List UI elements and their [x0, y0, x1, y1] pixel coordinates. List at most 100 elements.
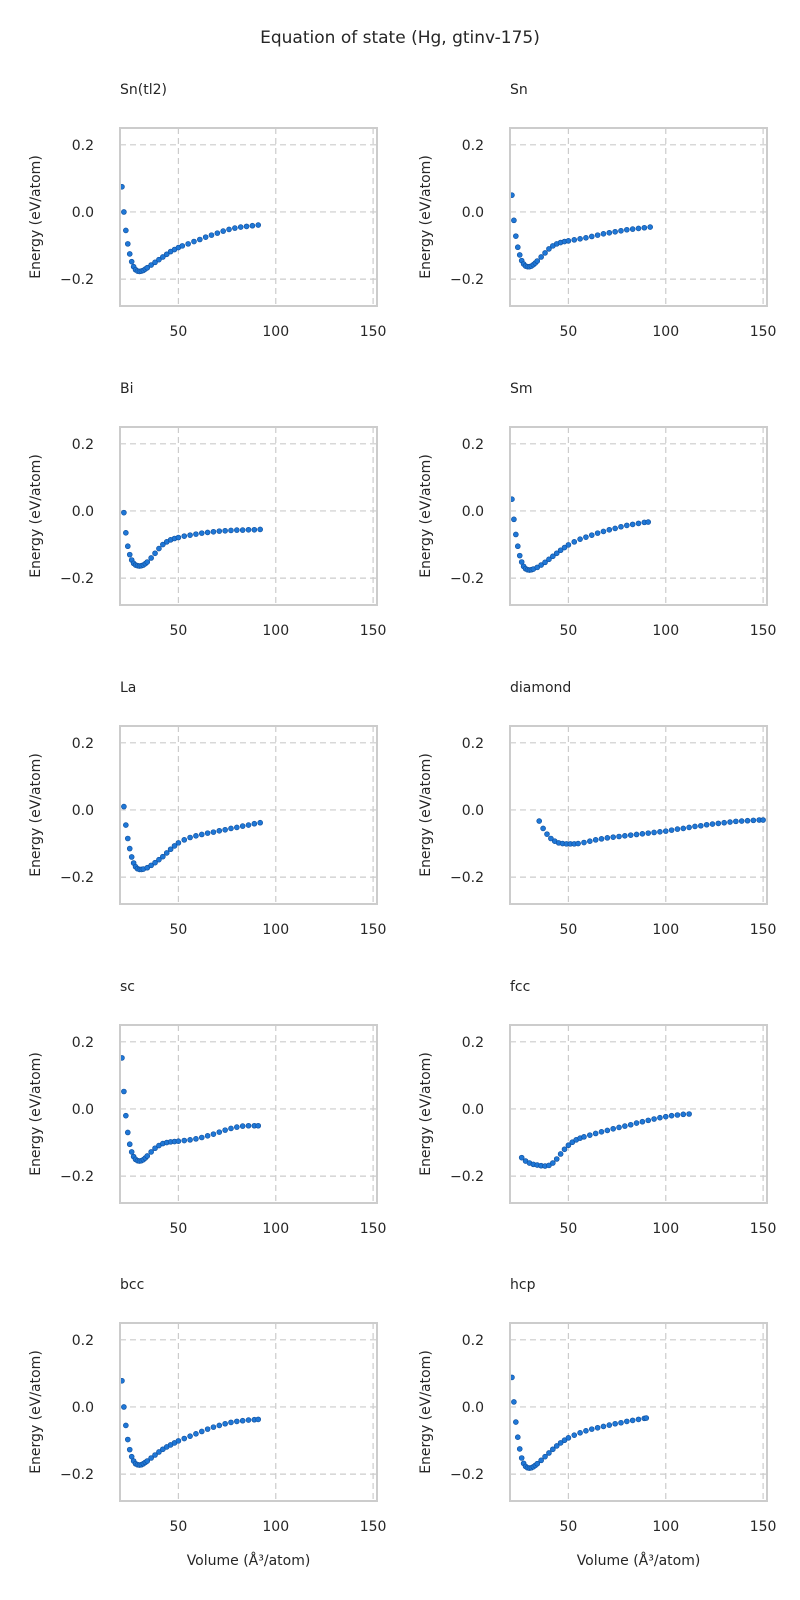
panel-title: diamond: [510, 680, 571, 696]
data-point: [511, 217, 517, 224]
data-point: [193, 531, 199, 537]
data-point: [179, 243, 186, 249]
data-point: [124, 1129, 131, 1136]
axes-frame: [119, 426, 378, 606]
eos-panel-sn-tl2-: Sn(tl2) 50 100 150 0.2 0.0 −0.2 Energy (eV/atom…: [28, 82, 386, 340]
data-point: [216, 528, 223, 534]
data-point: [604, 1127, 611, 1134]
data-point: [581, 839, 587, 846]
data-point: [583, 534, 589, 540]
x-tick-label: 100: [262, 1519, 289, 1535]
data-point: [226, 226, 232, 233]
plot-area: Sn(tl2) 50 100 150 0.2 0.0 −0.2 Energy (eV/atom…: [28, 82, 386, 340]
data-point: [627, 832, 634, 838]
data-point: [513, 1419, 519, 1425]
data-point: [126, 845, 133, 852]
data-point: [581, 1134, 587, 1140]
data-point: [255, 1122, 262, 1129]
data-point: [121, 1404, 127, 1410]
data-point: [152, 550, 158, 557]
y-tick-label: −0.2: [60, 1467, 94, 1483]
data-point: [624, 522, 630, 529]
eos-panel-la: La 50 100 150 0.2 0.0 −0.2 Energy (eV/atom): [28, 680, 386, 938]
x-tick-label: 150: [360, 922, 387, 938]
eos-panel-sn: Sn 50 100 150 0.2 0.0 −0.2 Energy (eV/atom): [418, 82, 776, 340]
data-point: [516, 552, 523, 559]
data-point: [587, 838, 593, 844]
data-point: [204, 1133, 211, 1139]
data-point: [534, 258, 541, 264]
data-point: [514, 543, 521, 550]
data-point: [715, 820, 722, 827]
data-point: [239, 1123, 246, 1129]
data-point: [744, 817, 751, 824]
axes-frame: [509, 127, 768, 307]
y-tick-label: 0.0: [72, 504, 94, 520]
data-point: [126, 251, 133, 257]
data-point: [606, 229, 613, 236]
x-tick-label: 150: [750, 922, 777, 938]
y-tick-label: 0.2: [462, 736, 484, 752]
y-tick-label: 0.2: [72, 138, 94, 154]
data-point: [216, 827, 223, 834]
data-point: [612, 228, 618, 235]
data-point: [243, 223, 250, 230]
data-point: [571, 237, 578, 243]
data-point: [144, 559, 151, 565]
x-tick-label: 150: [360, 623, 387, 639]
data-point: [124, 241, 131, 247]
data-point: [594, 530, 601, 536]
data-point: [148, 862, 154, 869]
data-point: [680, 825, 687, 832]
x-tick-label: 50: [169, 1519, 187, 1535]
data-point: [198, 831, 205, 838]
data-point: [237, 224, 244, 230]
y-tick-label: 0.0: [462, 205, 484, 221]
y-tick-label: −0.2: [450, 272, 484, 288]
data-point: [148, 1149, 154, 1155]
data-point: [657, 1114, 663, 1121]
data-point: [210, 1424, 217, 1430]
data-point: [148, 1455, 154, 1461]
data-point: [624, 226, 630, 233]
axes-frame: [509, 725, 768, 905]
y-axis-label: Energy (eV/atom): [418, 753, 434, 877]
data-point: [251, 820, 258, 827]
data-point: [542, 559, 548, 566]
data-point: [210, 829, 217, 835]
data-point: [257, 526, 263, 533]
x-tick-label: 150: [360, 1221, 387, 1237]
data-point: [121, 803, 127, 810]
data-point: [187, 532, 193, 538]
data-point: [516, 252, 523, 258]
data-point: [181, 837, 188, 843]
panel-title: Sn: [510, 82, 528, 98]
data-point: [228, 527, 234, 534]
plot-area: fcc 50 100 150 0.2 0.0 −0.2 Energy (eV/atom): [418, 979, 776, 1237]
data-point: [208, 232, 215, 238]
x-tick-label: 50: [169, 324, 187, 340]
y-axis-label: Energy (eV/atom): [28, 1350, 44, 1474]
data-point: [610, 834, 616, 840]
data-point: [622, 833, 628, 839]
data-point: [152, 259, 158, 266]
axes-frame: [509, 426, 768, 606]
data-point: [193, 1136, 199, 1142]
x-tick-label: 50: [559, 324, 577, 340]
data-point: [645, 1117, 652, 1124]
y-tick-label: 0.2: [72, 1035, 94, 1051]
y-tick-label: 0.2: [462, 437, 484, 453]
data-point: [198, 1428, 205, 1435]
data-point: [643, 1415, 650, 1421]
y-tick-label: −0.2: [450, 571, 484, 587]
data-point: [513, 531, 519, 538]
data-point: [181, 1435, 188, 1442]
y-tick-label: −0.2: [60, 870, 94, 886]
data-point: [546, 556, 552, 563]
data-point: [594, 232, 601, 238]
data-point: [193, 1431, 199, 1437]
data-point: [255, 1416, 262, 1423]
x-tick-label: 50: [169, 623, 187, 639]
data-point: [565, 542, 572, 548]
x-tick-label: 150: [750, 1519, 777, 1535]
